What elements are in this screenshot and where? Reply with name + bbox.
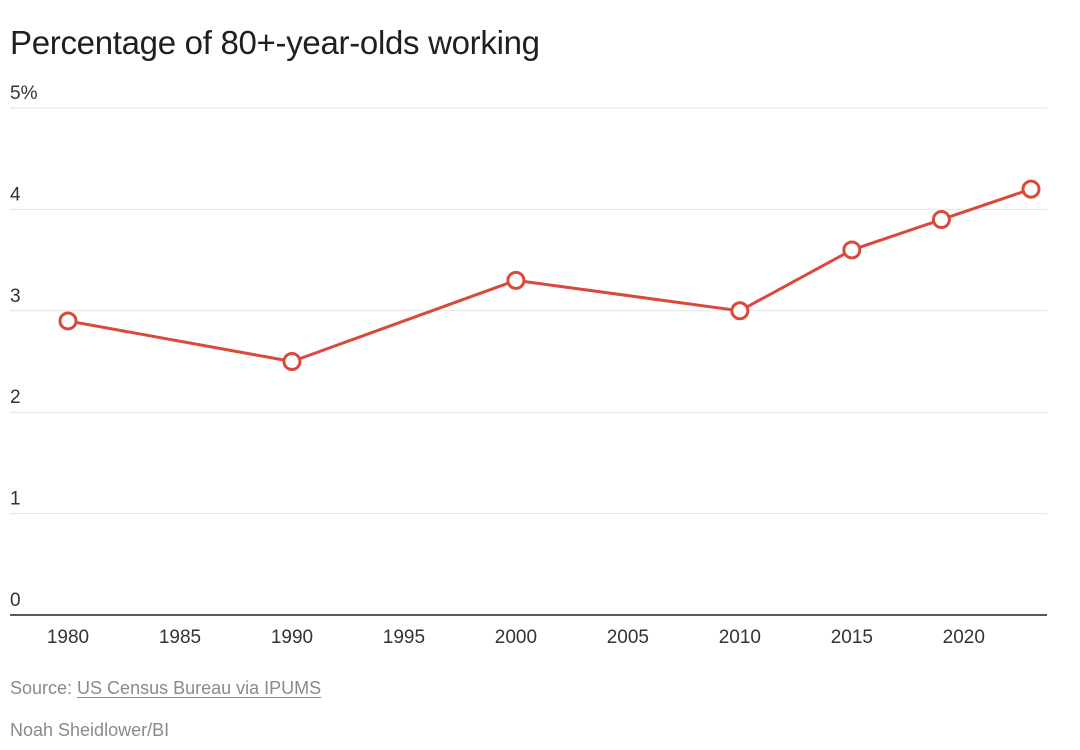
- line-chart: 0 1 2 3 4 5% 1980 1985 1990 1995 2000 2005 2010 2015…: [10, 83, 1047, 648]
- source-label: Source:: [10, 678, 78, 698]
- x-tick-label: 1990: [271, 627, 313, 648]
- data-point[interactable]: [842, 240, 862, 260]
- series-line: [67, 187, 1032, 363]
- x-tick-label: 1995: [383, 627, 425, 648]
- data-point[interactable]: [282, 352, 302, 371]
- source-note: Source: US Census Bureau via IPUMS: [10, 678, 321, 699]
- y-tick-label: 5%: [10, 83, 38, 104]
- credit-note: Noah Sheidlower/BI: [10, 720, 170, 740]
- x-tick-labels: 1980 1985 1990 1995 2000 2005 2010 2015 2020: [47, 627, 985, 648]
- data-point[interactable]: [1021, 179, 1041, 199]
- grid-lines: [10, 107, 1047, 616]
- data-point[interactable]: [58, 311, 78, 331]
- data-point[interactable]: [931, 210, 951, 230]
- y-tick-label: 4: [10, 184, 21, 205]
- x-tick-label: 2010: [719, 627, 761, 648]
- data-point[interactable]: [730, 301, 750, 321]
- source-link[interactable]: US Census Bureau via IPUMS: [77, 678, 322, 698]
- x-tick-label: 2015: [831, 627, 873, 648]
- y-tick-label: 0: [10, 590, 21, 611]
- y-tick-label: 1: [10, 489, 21, 510]
- y-tick-label: 3: [10, 286, 21, 307]
- series-layer: [58, 179, 1041, 371]
- x-tick-label: 1980: [47, 627, 89, 648]
- y-tick-label: 2: [10, 387, 21, 408]
- data-point[interactable]: [506, 270, 526, 290]
- chart-title: Percentage of 80+-year-olds working: [10, 24, 540, 61]
- x-tick-label: 2005: [607, 627, 649, 648]
- x-tick-label: 2020: [943, 627, 985, 648]
- x-tick-label: 2000: [495, 627, 537, 648]
- y-tick-labels: 0 1 2 3 4 5%: [10, 83, 38, 611]
- x-tick-label: 1985: [159, 627, 201, 648]
